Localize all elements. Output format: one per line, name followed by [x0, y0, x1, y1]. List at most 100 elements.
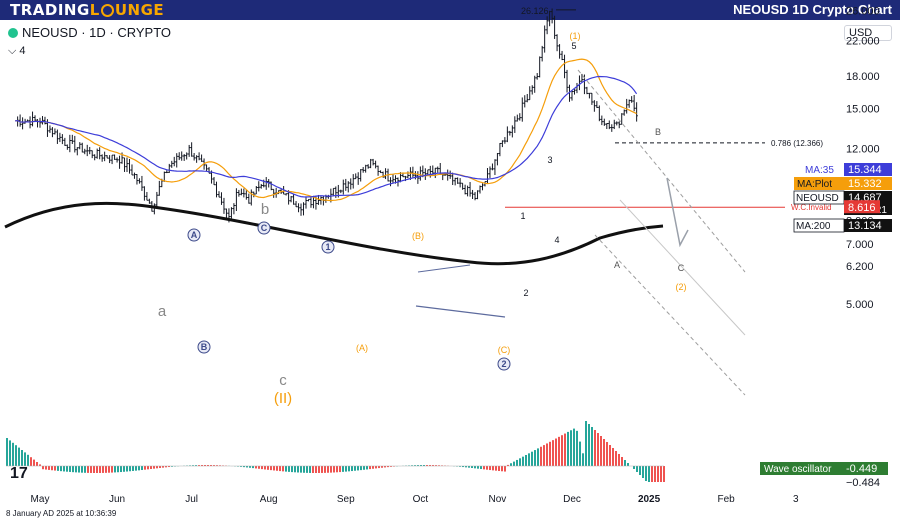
oscillator-bar: [471, 466, 473, 469]
oscillator-bar: [204, 465, 206, 466]
price-label-name: MA:200: [796, 221, 831, 232]
oscillator-bar: [615, 451, 617, 466]
oscillator-bar: [492, 466, 494, 471]
oscillator-bar: [651, 466, 653, 482]
brand-header: TRADINGL UNGE NEOUSD 1D Crypto Chart: [0, 0, 900, 20]
oscillator-bar: [495, 466, 497, 471]
ma200-line: [4, 201, 664, 266]
oscillator-bar: [384, 466, 386, 468]
oscillator-bar: [243, 466, 245, 468]
oscillator-bar: [150, 466, 152, 469]
oscillator-bar: [189, 465, 191, 466]
oscillator-bar: [576, 430, 578, 466]
oscillator-bar: [612, 448, 614, 466]
oscillator-bar: [60, 466, 62, 472]
invalidation-label: W.C.Invalid: [791, 203, 831, 212]
oscillator-bar: [45, 466, 47, 470]
symbol-info[interactable]: NEOUSD · 1D · CRYPTO: [8, 25, 171, 40]
oscillator-bar: [24, 452, 26, 466]
oscillator-bar: [564, 433, 566, 466]
channel-line: [594, 234, 746, 396]
ma35-line: [15, 75, 638, 198]
price-label-value: 15.344: [848, 164, 882, 176]
oscillator-bar: [438, 465, 440, 466]
wave-label-circle: [197, 340, 211, 354]
oscillator-bar: [162, 466, 164, 468]
oscillator-bar: [192, 465, 194, 466]
neo-coin-icon: [8, 28, 18, 38]
wave-label-circle: [187, 228, 201, 242]
oscillator-bar: [543, 445, 545, 466]
oscillator-bar: [18, 447, 20, 466]
oscillator-bar: [540, 446, 542, 466]
oscillator-bar: [102, 466, 104, 473]
oscillator-bar: [423, 465, 425, 466]
oscillator-bar: [378, 466, 380, 469]
oscillator-bar: [357, 466, 359, 471]
oscillator-bar: [519, 458, 521, 466]
oscillator-bar: [252, 466, 254, 469]
time-tick-label: Dec: [563, 494, 581, 505]
price-label-tag: [794, 177, 844, 190]
oscillator-bar: [369, 466, 371, 470]
price-tick-label: 6.200: [846, 261, 874, 273]
oscillator-bar: [417, 465, 419, 466]
candles-group: [16, 8, 638, 223]
invalidation-tag: [844, 200, 880, 214]
oscillator-bar: [603, 439, 605, 466]
oscillator-bar: [306, 466, 308, 473]
price-label-value: 13.134: [848, 220, 882, 232]
oscillator-bar: [309, 466, 311, 473]
oscillator-bar: [585, 421, 587, 466]
wave-label: 1: [325, 242, 330, 252]
oscillator-bar: [213, 465, 215, 466]
high-label: 26.126: [521, 6, 549, 16]
oscillator-bar: [237, 466, 239, 467]
oscillator-bar: [273, 466, 275, 471]
price-tick-label: 22.000: [846, 35, 880, 47]
oscillator-bar: [240, 466, 242, 467]
oscillator-bar: [75, 466, 77, 473]
time-tick-label: 3: [793, 494, 799, 505]
oscillator-bar: [582, 453, 584, 466]
oscillator-bar: [48, 466, 50, 470]
time-tick-label: Feb: [718, 494, 736, 505]
oscillator-bar: [552, 440, 554, 466]
oscillator-bar: [489, 466, 491, 471]
oscillator-bar: [12, 442, 14, 466]
oscillator-name-tag: [760, 462, 840, 475]
oscillator-bar: [459, 466, 461, 467]
wave-label: 3: [547, 155, 552, 165]
oscillator-bar: [525, 455, 527, 466]
oscillator-bar: [375, 466, 377, 469]
oscillator-bar: [63, 466, 65, 472]
currency-selector[interactable]: USD: [844, 25, 892, 41]
oscillator-bar: [573, 428, 575, 466]
oscillator-bar: [249, 466, 251, 468]
price-tick-label: 18.000: [846, 71, 880, 83]
oscillator-bar: [21, 450, 23, 466]
price-tick-label: 7.000: [846, 239, 874, 251]
oscillator-bar: [591, 427, 593, 466]
oscillator-bar: [90, 466, 92, 473]
oscillator-bar: [78, 466, 80, 473]
invalidation-value: 8.616: [848, 202, 876, 214]
oscillator-bar: [546, 443, 548, 466]
wave-label: 4: [554, 235, 559, 245]
oscillator-bar: [336, 466, 338, 473]
wave-label-circle: [257, 221, 271, 235]
oscillator-bar: [642, 466, 644, 478]
tradinglounge-logo: TRADINGL UNGE: [10, 1, 165, 19]
oscillator-bar: [6, 438, 8, 466]
oscillator-group: [6, 421, 665, 482]
oscillator-bar: [51, 466, 53, 471]
oscillator-bar: [654, 466, 656, 482]
oscillator-value-bg: [840, 462, 888, 475]
oscillator-bar: [114, 466, 116, 473]
oscillator-bar: [324, 466, 326, 473]
oscillator-bar: [522, 456, 524, 466]
price-tick-label: 5.000: [846, 299, 874, 311]
indicators-toggle[interactable]: ⌵ 4: [8, 45, 26, 58]
oscillator-bar: [507, 464, 509, 466]
